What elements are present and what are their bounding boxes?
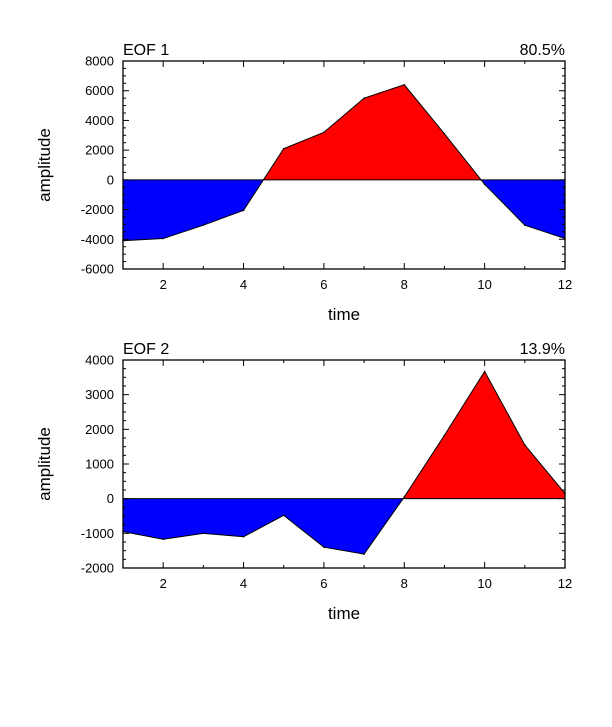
y-tick-label: 2000	[85, 143, 114, 158]
data-point-7	[363, 97, 365, 99]
x-tick-label: 4	[240, 277, 247, 292]
data-point-4	[242, 536, 245, 538]
series-line	[122, 370, 566, 555]
variance-label: 80.5%	[520, 42, 565, 59]
data-point-7	[363, 553, 365, 555]
variance-label: 13.9%	[520, 341, 565, 358]
data-point-11	[524, 224, 526, 226]
y-axis-label: amplitude	[35, 128, 54, 202]
x-axis-label: time	[328, 604, 360, 623]
y-tick-label: 6000	[85, 83, 114, 98]
y-tick-label: -2000	[81, 202, 114, 217]
data-point-10	[483, 370, 486, 373]
x-tick-label: 2	[160, 277, 167, 292]
x-tick-label: 10	[477, 277, 491, 292]
y-tick-label: 2000	[85, 422, 114, 437]
eof-panel-1: 2 4 6 8 10 12 -6000 -4000 -2000 0 2000 4000 6000 8000…	[35, 42, 572, 324]
y-tick-label: 3000	[85, 387, 114, 402]
eof-panel-2: 2 4 6 8 10 12 -2000 -1000 0 1000 2000 3000 4000 EOF 2…	[35, 341, 572, 623]
data-point-11	[524, 444, 526, 446]
data-point-8	[403, 83, 406, 86]
negative-area	[123, 179, 565, 241]
data-point-6	[323, 131, 325, 134]
series-line	[122, 84, 566, 242]
data-point-2	[162, 538, 164, 541]
x-tick-label: 10	[477, 576, 491, 591]
y-tick-label: 1000	[85, 457, 114, 472]
data-point-3	[202, 532, 205, 535]
y-tick-label: -2000	[81, 561, 114, 576]
data-point-9	[443, 434, 446, 437]
data-point-2	[162, 237, 164, 240]
y-tick-label: 0	[107, 491, 114, 506]
y-axis-label: amplitude	[35, 427, 54, 501]
x-tick-label: 6	[320, 576, 327, 591]
y-tick-label: 8000	[85, 54, 114, 69]
x-tick-label: 12	[558, 277, 572, 292]
x-tick-label: 6	[320, 277, 327, 292]
data-point-8	[403, 496, 406, 498]
data-point-5	[282, 514, 285, 517]
panel-title: EOF 1	[123, 42, 169, 59]
y-tick-label: 4000	[85, 353, 114, 368]
data-point-4	[242, 209, 245, 212]
y-tick-label: 0	[107, 172, 114, 187]
x-tick-label: 4	[240, 576, 247, 591]
x-axis-label: time	[328, 305, 360, 324]
x-tick-label: 8	[401, 277, 408, 292]
data-point-10	[483, 183, 486, 186]
negative-area	[123, 498, 565, 555]
data-point-6	[323, 546, 325, 548]
data-point-9	[443, 133, 446, 135]
x-tick-label: 2	[160, 576, 167, 591]
y-tick-label: -4000	[81, 232, 114, 247]
y-tick-label: 4000	[85, 113, 114, 128]
x-tick-label: 8	[401, 576, 408, 591]
positive-area	[263, 84, 482, 180]
data-point-3	[202, 224, 205, 226]
x-tick-label: 12	[558, 576, 572, 591]
panel-title: EOF 2	[123, 341, 169, 358]
y-tick-label: -1000	[81, 526, 114, 541]
data-point-5	[282, 147, 285, 150]
positive-area	[403, 371, 565, 499]
y-tick-label: -6000	[81, 262, 114, 277]
